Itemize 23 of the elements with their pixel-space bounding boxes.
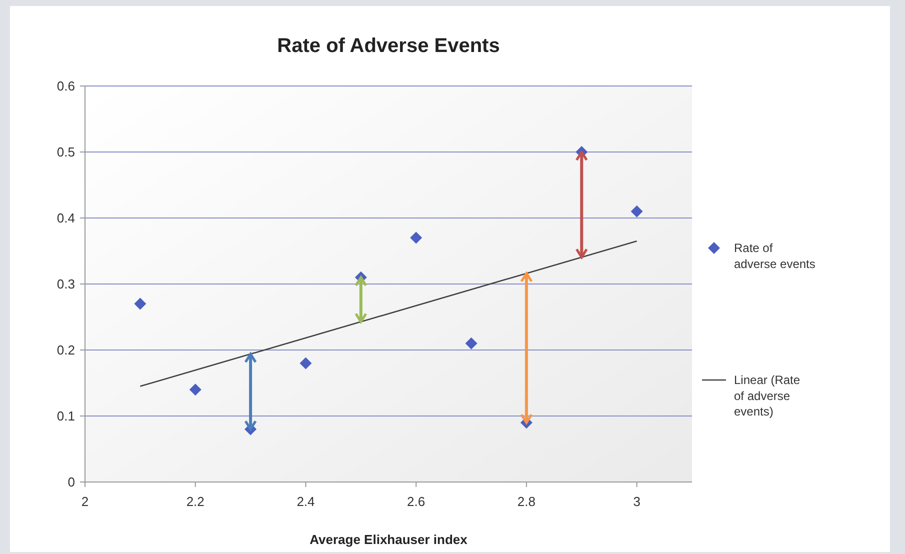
legend-label: Rate of adverse events <box>734 241 816 271</box>
x-tick-label: 3 <box>633 494 640 509</box>
y-tick-label: 0.6 <box>56 78 75 94</box>
point <box>300 357 312 370</box>
x-tick-label: 2.2 <box>186 494 204 509</box>
chart-title: Rate of Adverse Events <box>277 35 500 57</box>
point <box>465 337 478 350</box>
x-axis-title: Average Elixhauser index <box>310 532 468 547</box>
point <box>134 298 146 310</box>
point <box>630 205 643 218</box>
y-tick-label: 0.1 <box>56 408 75 424</box>
x-tick-label: 2 <box>81 494 89 509</box>
point <box>189 384 202 396</box>
x-tick-label: 2.6 <box>407 494 426 509</box>
y-tick-label: 0.4 <box>56 210 75 226</box>
y-tick-label: 0.2 <box>56 342 75 358</box>
x-tick-label: 2.8 <box>517 494 536 509</box>
y-tick-label: 0 <box>68 474 75 490</box>
x-tick-label: 2.4 <box>296 494 315 509</box>
y-tick-label: 0.5 <box>56 144 75 160</box>
y-tick-label: 0.3 <box>56 276 75 292</box>
point <box>410 232 422 244</box>
legend-label: Linear (Rate of adverse events) <box>734 373 800 418</box>
